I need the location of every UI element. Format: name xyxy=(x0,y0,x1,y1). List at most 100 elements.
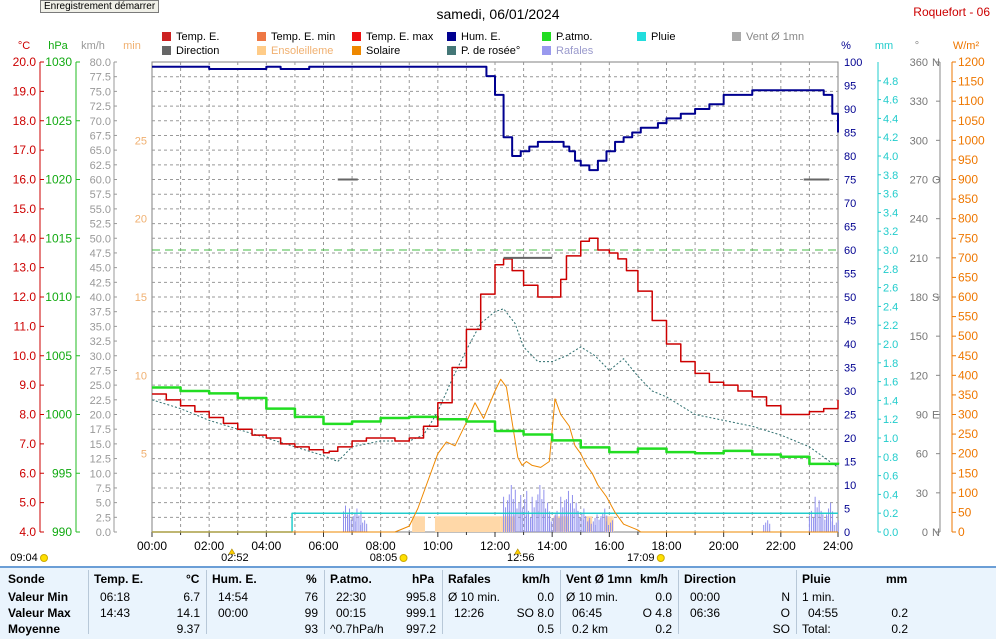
legend-swatch xyxy=(257,32,266,41)
cardinal-label: O xyxy=(932,175,941,187)
tick-label-wind: 65.0 xyxy=(90,145,111,157)
tick-label-x: 02:00 xyxy=(194,539,224,553)
axis-unit-temp: °C xyxy=(18,40,30,52)
legend-label: Pluie xyxy=(651,31,676,43)
tick-label-humidity: 50 xyxy=(844,292,856,304)
sunshine-bar xyxy=(412,516,425,532)
record-start-button[interactable]: Enregistrement démarrer xyxy=(40,0,160,13)
legend-swatch xyxy=(542,32,551,41)
stat-value: 99 xyxy=(304,606,318,620)
tick-label-solar: 950 xyxy=(958,153,978,167)
stat-value: O xyxy=(780,606,790,620)
row-label: Valeur Min xyxy=(8,590,69,604)
stat-time: Ø 10 min. xyxy=(566,590,619,604)
tick-label-solar: 150 xyxy=(958,466,978,480)
column-divider xyxy=(560,570,561,634)
tick-label-humidity: 60 xyxy=(844,245,856,257)
legend-item-dewpoint: P. de rosée° xyxy=(447,45,520,58)
row-label: Valeur Max xyxy=(8,606,71,620)
stat-distance: 0.2 km xyxy=(572,622,609,636)
tick-label-humidity: 80 xyxy=(844,151,856,163)
legend-item-solar: Solaire xyxy=(352,45,400,58)
column-title: Temp. E. xyxy=(94,572,144,586)
axis-unit-humidity: % xyxy=(841,40,851,52)
tick-label-pressure: 995 xyxy=(52,466,72,480)
legend-item-rain: Pluie xyxy=(637,31,675,44)
tick-label-humidity: 85 xyxy=(844,128,856,140)
tick-label-humidity: 40 xyxy=(844,339,856,351)
tick-label-solar: 450 xyxy=(958,349,978,363)
tick-label-direction: 210 xyxy=(910,253,928,265)
tick-label-direction: 30 xyxy=(916,488,928,500)
tick-label-wind: 67.5 xyxy=(90,130,111,142)
legend-item-sunshine: Ensoleilleme xyxy=(257,45,333,58)
axis-unit-wind: km/h xyxy=(81,40,105,52)
stat-value: 0.2 xyxy=(891,606,908,620)
tick-label-direction: 330 xyxy=(910,96,928,108)
legend-label: P.atmo. xyxy=(556,31,593,43)
tick-label-humidity: 90 xyxy=(844,104,856,116)
tick-label-solar: 1050 xyxy=(958,114,985,128)
stat-interval: 1 min. xyxy=(802,590,835,604)
column-unit: hPa xyxy=(412,572,435,586)
tick-label-wind: 80.0 xyxy=(90,57,111,69)
stat-value: O 4.8 xyxy=(642,606,672,620)
legend-swatch xyxy=(257,46,266,55)
tick-label-temp: 20.0 xyxy=(13,55,37,69)
legend-label: P. de rosée° xyxy=(461,45,521,57)
tick-label-rain: 0.0 xyxy=(883,527,898,539)
stat-value: SO 8.0 xyxy=(516,606,554,620)
column-divider xyxy=(88,570,89,634)
tick-label-humidity: 0 xyxy=(844,527,850,539)
legend-swatch xyxy=(447,46,456,55)
tick-label-rain: 0.4 xyxy=(883,489,898,501)
column-title: Rafales xyxy=(448,572,491,586)
cardinal-label: N xyxy=(932,527,940,539)
tick-label-minutes: 25 xyxy=(135,135,147,147)
legend-label: Temp. E. min xyxy=(271,31,336,43)
stat-value: 14.1 xyxy=(176,606,200,620)
tick-label-temp: 7.0 xyxy=(19,437,36,451)
tick-label-direction: 60 xyxy=(916,449,928,461)
cardinal-label: S xyxy=(932,292,939,304)
tick-label-solar: 700 xyxy=(958,251,978,265)
tick-label-direction: 120 xyxy=(910,370,928,382)
tick-label-solar: 400 xyxy=(958,368,978,382)
tick-label-temp: 10.0 xyxy=(13,349,37,363)
stat-value: 0.2 xyxy=(891,622,908,636)
tick-label-pressure: 990 xyxy=(52,525,72,539)
tick-label-wind: 15.0 xyxy=(90,439,111,451)
tick-label-wind: 60.0 xyxy=(90,175,111,187)
tick-label-solar: 500 xyxy=(958,329,978,343)
tick-label-minutes: 20 xyxy=(135,214,147,226)
pressure-line xyxy=(152,386,840,466)
stat-value: 997.2 xyxy=(405,622,436,636)
stat-total-label: Total: xyxy=(802,622,831,636)
tick-label-temp: 14.0 xyxy=(13,231,37,245)
tick-label-humidity: 35 xyxy=(844,363,856,375)
tick-label-direction: 90 xyxy=(916,410,928,422)
tick-label-wind: 47.5 xyxy=(90,248,111,260)
stat-value: 999.1 xyxy=(405,606,436,620)
column-divider xyxy=(324,570,325,634)
tick-label-rain: 4.6 xyxy=(883,95,898,107)
tick-label-x: 16:00 xyxy=(594,539,624,553)
sunshine-bar xyxy=(434,516,501,532)
legend-item-direction: Direction xyxy=(162,45,219,58)
tick-label-x: 22:00 xyxy=(766,539,796,553)
tick-label-temp: 19.0 xyxy=(13,84,37,98)
tick-label-rain: 4.4 xyxy=(883,113,898,125)
tick-label-x: 08:00 xyxy=(366,539,396,553)
tick-label-humidity: 45 xyxy=(844,316,856,328)
weather-chart: °C hPa km/h min% mm ° W/m² 4.0 5.0 6.0 7.0 8.0 9.0 10… xyxy=(10,40,985,564)
tick-label-x: 18:00 xyxy=(651,539,681,553)
column-title: Vent Ø 1mn xyxy=(566,572,633,586)
tick-label-direction: 240 xyxy=(910,214,928,226)
tick-label-rain: 3.2 xyxy=(883,226,898,238)
tick-label-pressure: 1020 xyxy=(45,173,72,187)
tick-label-wind: 37.5 xyxy=(90,307,111,319)
sun-moon-time: 08:05 xyxy=(370,552,398,564)
tick-label-wind: 35.0 xyxy=(90,321,111,333)
column-divider xyxy=(442,570,443,634)
tick-label-rain: 0.8 xyxy=(883,452,898,464)
